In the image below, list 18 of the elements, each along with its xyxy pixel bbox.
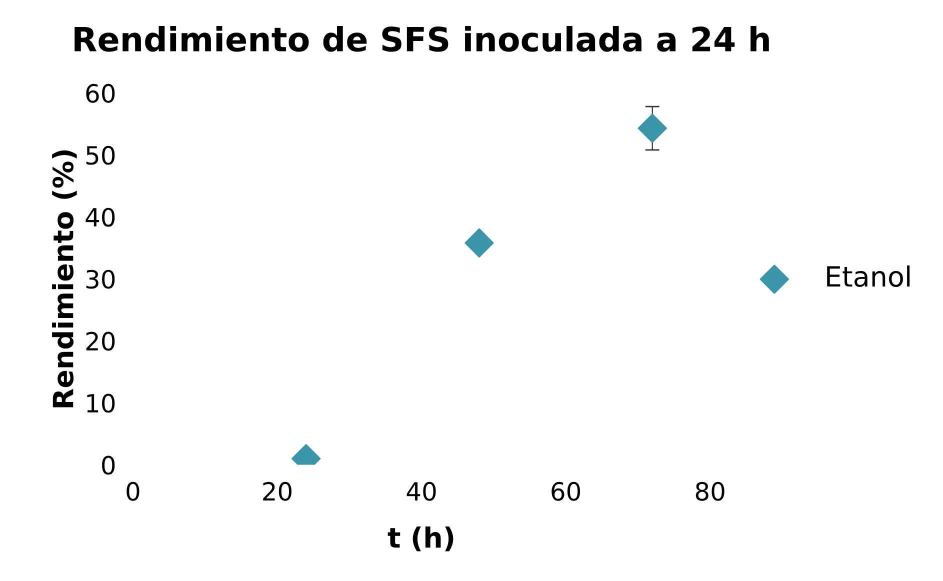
point [638,114,667,143]
x-tick-label: 80 [696,482,724,501]
x-tick-label: 40 [406,482,436,501]
y-tick-label: 50 [86,146,115,165]
y-tick-label: 10 [87,394,115,413]
y-axis-title: Rendimiento (%) [52,150,77,408]
x-tick-label: 0 [126,482,140,501]
x-axis-title: t (h) [388,526,454,552]
x-tick-label: 20 [263,482,292,501]
legend-label: Etanol [827,265,910,287]
y-tick-label: 40 [86,208,115,227]
y-tick-label: 30 [86,270,115,289]
y-tick-label: 20 [86,332,115,351]
y-tick-label: 60 [86,84,115,103]
point [464,228,494,258]
x-tick-label: 60 [552,482,580,501]
chart-title: Rendimiento de SFS inoculada a 24 h [74,26,769,52]
y-tick-label: 0 [102,456,115,475]
